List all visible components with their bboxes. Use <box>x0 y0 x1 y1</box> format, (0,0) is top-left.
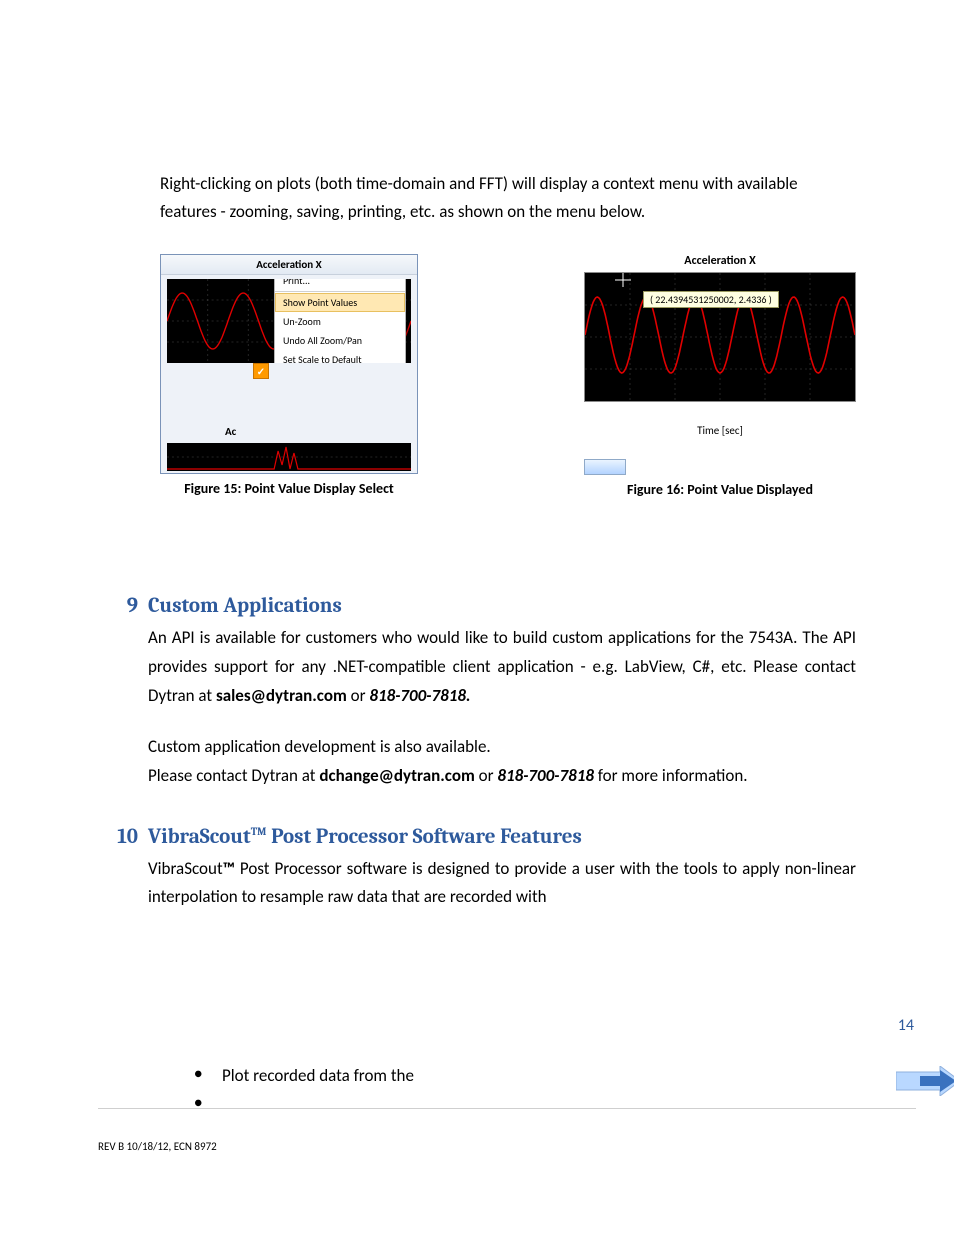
figure-16-block: Acceleration X ( 22.4394531250002, 2.433… <box>584 254 856 498</box>
point-value-tooltip: ( 22.4394531250002, 2.4336 ) <box>643 291 779 308</box>
section-9: 9 Custom Applications An API is availabl… <box>98 594 856 790</box>
figure-15-title: Acceleration X <box>161 255 417 275</box>
figure-16-xlabel: Time [sec] <box>584 424 856 437</box>
bullet-dot-icon: ● <box>194 1062 222 1086</box>
ctx-print[interactable]: Print... <box>275 279 405 290</box>
ctx-undo-zoom-pan[interactable]: Undo All Zoom/Pan <box>275 331 405 350</box>
s10-text-b: Post Processor software is designed to p… <box>148 858 856 908</box>
s9-text-1b: or <box>347 685 370 706</box>
s9-email-1: sales@dytran.com <box>216 685 347 706</box>
intro-paragraph: Right-clicking on plots (both time-domai… <box>98 170 856 226</box>
s10-title-a: VibraScout <box>148 825 251 849</box>
figure-16-scrollbar[interactable] <box>584 459 626 475</box>
section-10-body: VibraScout™ Post Processor software is d… <box>98 855 856 913</box>
figure-16-plot[interactable]: ( 22.4394531250002, 2.4336 ) <box>584 272 856 402</box>
bullet-1-text: Plot recorded data from the <box>222 1062 414 1091</box>
s10-title-tm: TM <box>251 825 267 838</box>
figure-15-lower: ✓ Ac <box>161 363 417 473</box>
bullet-2: ● <box>170 1091 856 1115</box>
s10-tm: ™ <box>223 858 235 879</box>
section-9-title: Custom Applications <box>148 594 342 618</box>
s9-text-3c: for more information. <box>594 765 748 786</box>
s10-text-a: VibraScout <box>148 858 223 879</box>
section-9-heading: 9 Custom Applications <box>98 594 856 618</box>
checkbox-icon[interactable]: ✓ <box>253 363 269 379</box>
figure-15-block: Acceleration X Copy Save Image As... Pag… <box>160 254 418 497</box>
figure-15-sublabel: Ac <box>225 425 236 438</box>
ctx-show-point-values[interactable]: Show Point Values <box>275 293 405 312</box>
context-menu: Copy Save Image As... Page Setup... Prin… <box>274 279 406 363</box>
section-10-heading: 10 VibraScoutTM Post Processor Software … <box>98 825 856 849</box>
figure-15-panel: Acceleration X Copy Save Image As... Pag… <box>160 254 418 474</box>
bullet-1: ● Plot recorded data from the <box>170 1062 856 1091</box>
figure-16-panel: Acceleration X ( 22.4394531250002, 2.433… <box>584 254 856 475</box>
section-10-title: VibraScoutTM Post Processor Software Fea… <box>148 825 582 849</box>
section-10: 10 VibraScoutTM Post Processor Software … <box>98 825 856 913</box>
footer-rule <box>98 1108 916 1109</box>
ctx-separator <box>275 291 405 292</box>
ctx-unzoom[interactable]: Un-Zoom <box>275 312 405 331</box>
section-10-number: 10 <box>98 825 148 849</box>
page-number: 14 <box>898 1016 914 1035</box>
section-9-number: 9 <box>98 594 148 618</box>
s9-phone-2: 818-700-7818 <box>497 765 594 786</box>
bookmark-icon <box>896 1066 954 1096</box>
s9-text-2: Custom application development is also a… <box>148 733 856 762</box>
footer-text: REV B 10/18/12, ECN 8972 <box>98 1140 217 1153</box>
ctx-set-scale-default[interactable]: Set Scale to Default <box>275 350 405 363</box>
figure-15-plot[interactable]: Copy Save Image As... Page Setup... Prin… <box>167 279 411 363</box>
figure-16-caption: Figure 16: Point Value Displayed <box>627 481 813 498</box>
s9-phone-1: 818-700-7818. <box>369 685 470 706</box>
figure-15-bottom-plot <box>167 443 411 471</box>
bullet-dot-icon: ● <box>194 1091 222 1115</box>
section-9-body: An API is available for customers who wo… <box>98 624 856 790</box>
figure-15-caption: Figure 15: Point Value Display Select <box>184 480 394 497</box>
s10-title-b: Post Processor Software Features <box>266 825 581 849</box>
figure-16-title: Acceleration X <box>584 254 856 268</box>
s9-email-2: dchange@dytran.com <box>319 765 474 786</box>
s9-text-3a: Please contact Dytran at <box>148 765 319 786</box>
figures-row: Acceleration X Copy Save Image As... Pag… <box>98 254 856 498</box>
figure-15-bottom-sine <box>167 443 411 471</box>
document-page: Right-clicking on plots (both time-domai… <box>0 0 954 1235</box>
s9-text-3b: or <box>475 765 498 786</box>
